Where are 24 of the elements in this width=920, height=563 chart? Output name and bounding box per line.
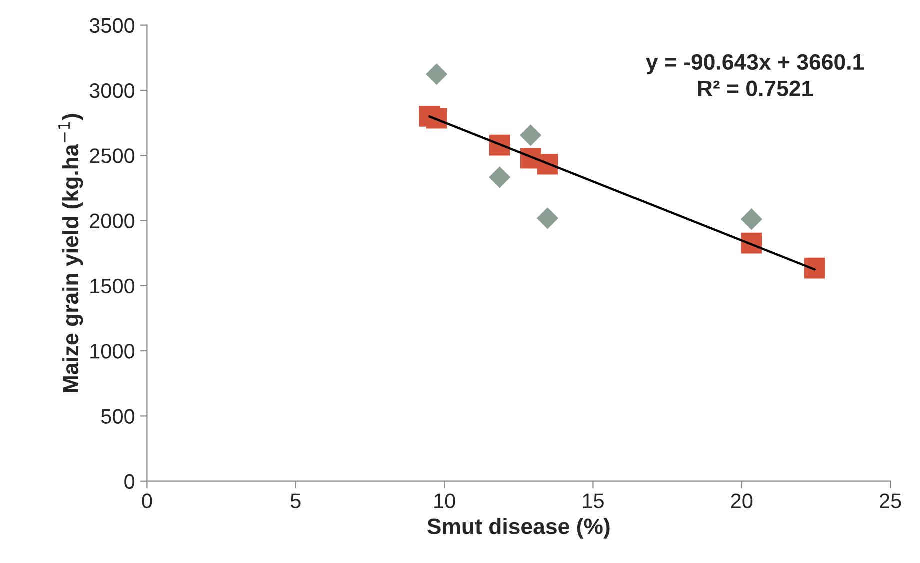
x-tick-label: 25: [880, 494, 902, 508]
x-tick-label: 0: [142, 494, 152, 508]
point: [520, 124, 542, 146]
point: [740, 208, 763, 230]
point: [426, 64, 448, 86]
y-tick-label: 500: [101, 409, 135, 424]
x-tick-label: 10: [434, 494, 456, 508]
y-tick-label: 1000: [90, 344, 135, 359]
y-tick-label: 0: [124, 474, 135, 490]
point: [489, 166, 511, 188]
annotation: y = -90.643x + 3660.1: [646, 54, 864, 74]
y-axis-title: Maize grain yield (kg.ha$^{−1}$): [58, 114, 84, 392]
x-tick-label: 5: [290, 494, 301, 508]
y-tick-label: 3000: [90, 83, 135, 98]
x-tick-label: 15: [583, 494, 604, 508]
point: [804, 258, 826, 279]
y-tick-label: 1500: [90, 278, 135, 294]
x-axis-title: Smut disease (%): [428, 518, 610, 539]
y-tick-label: 2500: [90, 148, 135, 164]
point: [536, 208, 559, 230]
x-tick-label: 20: [731, 494, 753, 508]
y-tick-label: 3500: [90, 18, 135, 34]
annotation: R² = 0.7521: [698, 80, 814, 97]
y-tick-label: 2000: [90, 214, 135, 229]
